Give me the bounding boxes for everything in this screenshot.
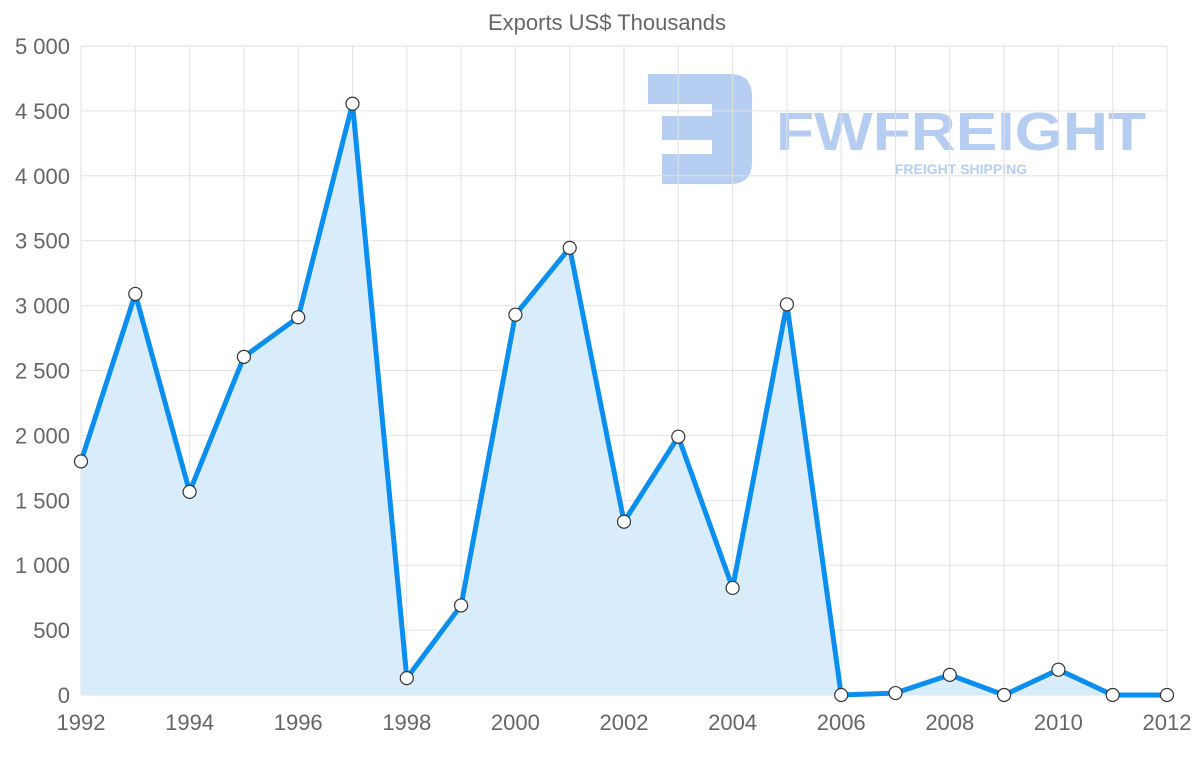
data-point [671,429,686,444]
data-point [725,580,740,596]
data-point [508,307,523,322]
x-tick-label: 1994 [165,710,214,735]
x-tick-label: 1998 [382,710,431,735]
x-tick-label: 2000 [491,710,540,735]
data-point [73,454,89,469]
data-point [128,286,143,302]
data-point [1051,662,1066,677]
x-tick-label: 2012 [1143,710,1192,735]
data-point [562,240,577,255]
y-tick-label: 3 500 [15,229,70,254]
x-tick-label: 2010 [1034,710,1083,735]
watermark-tagline: FREIGHT SHIPPING [895,161,1027,177]
data-point [834,687,849,703]
data-point [942,667,957,682]
x-tick-label: 2002 [600,710,649,735]
data-point [779,297,795,312]
x-tick-label: 1992 [57,710,106,735]
data-point [1105,687,1120,703]
area-fill [81,103,1167,696]
y-tick-label: 1 500 [15,488,70,513]
data-point [996,687,1012,703]
x-tick-label: 2008 [925,710,974,735]
y-tick-label: 500 [33,618,70,643]
chart-title: Exports US$ Thousands [488,10,726,35]
y-tick-label: 4 500 [15,99,70,124]
logo-mark-icon [648,74,752,184]
y-tick-label: 3 000 [15,294,70,319]
data-point [291,310,306,325]
y-tick-label: 0 [58,683,70,708]
x-tick-label: 2006 [817,710,866,735]
x-tick-label: 2004 [708,710,757,735]
data-point [888,685,903,701]
data-point [182,484,197,499]
watermark-brand: FWFREIGHT [776,102,1146,162]
data-point [345,96,360,111]
data-point [454,598,469,613]
y-tick-label: 2 000 [15,423,70,448]
y-tick-label: 4 000 [15,164,70,189]
watermark-logo: FWFREIGHT FREIGHT SHIPPING [648,74,1146,184]
y-tick-label: 5 000 [15,34,70,59]
data-point [236,349,251,364]
data-point [616,514,632,529]
y-tick-label: 2 500 [15,359,70,384]
data-point [1159,687,1175,703]
data-point [399,671,414,686]
x-tick-label: 1996 [274,710,323,735]
y-tick-label: 1 000 [15,553,70,578]
